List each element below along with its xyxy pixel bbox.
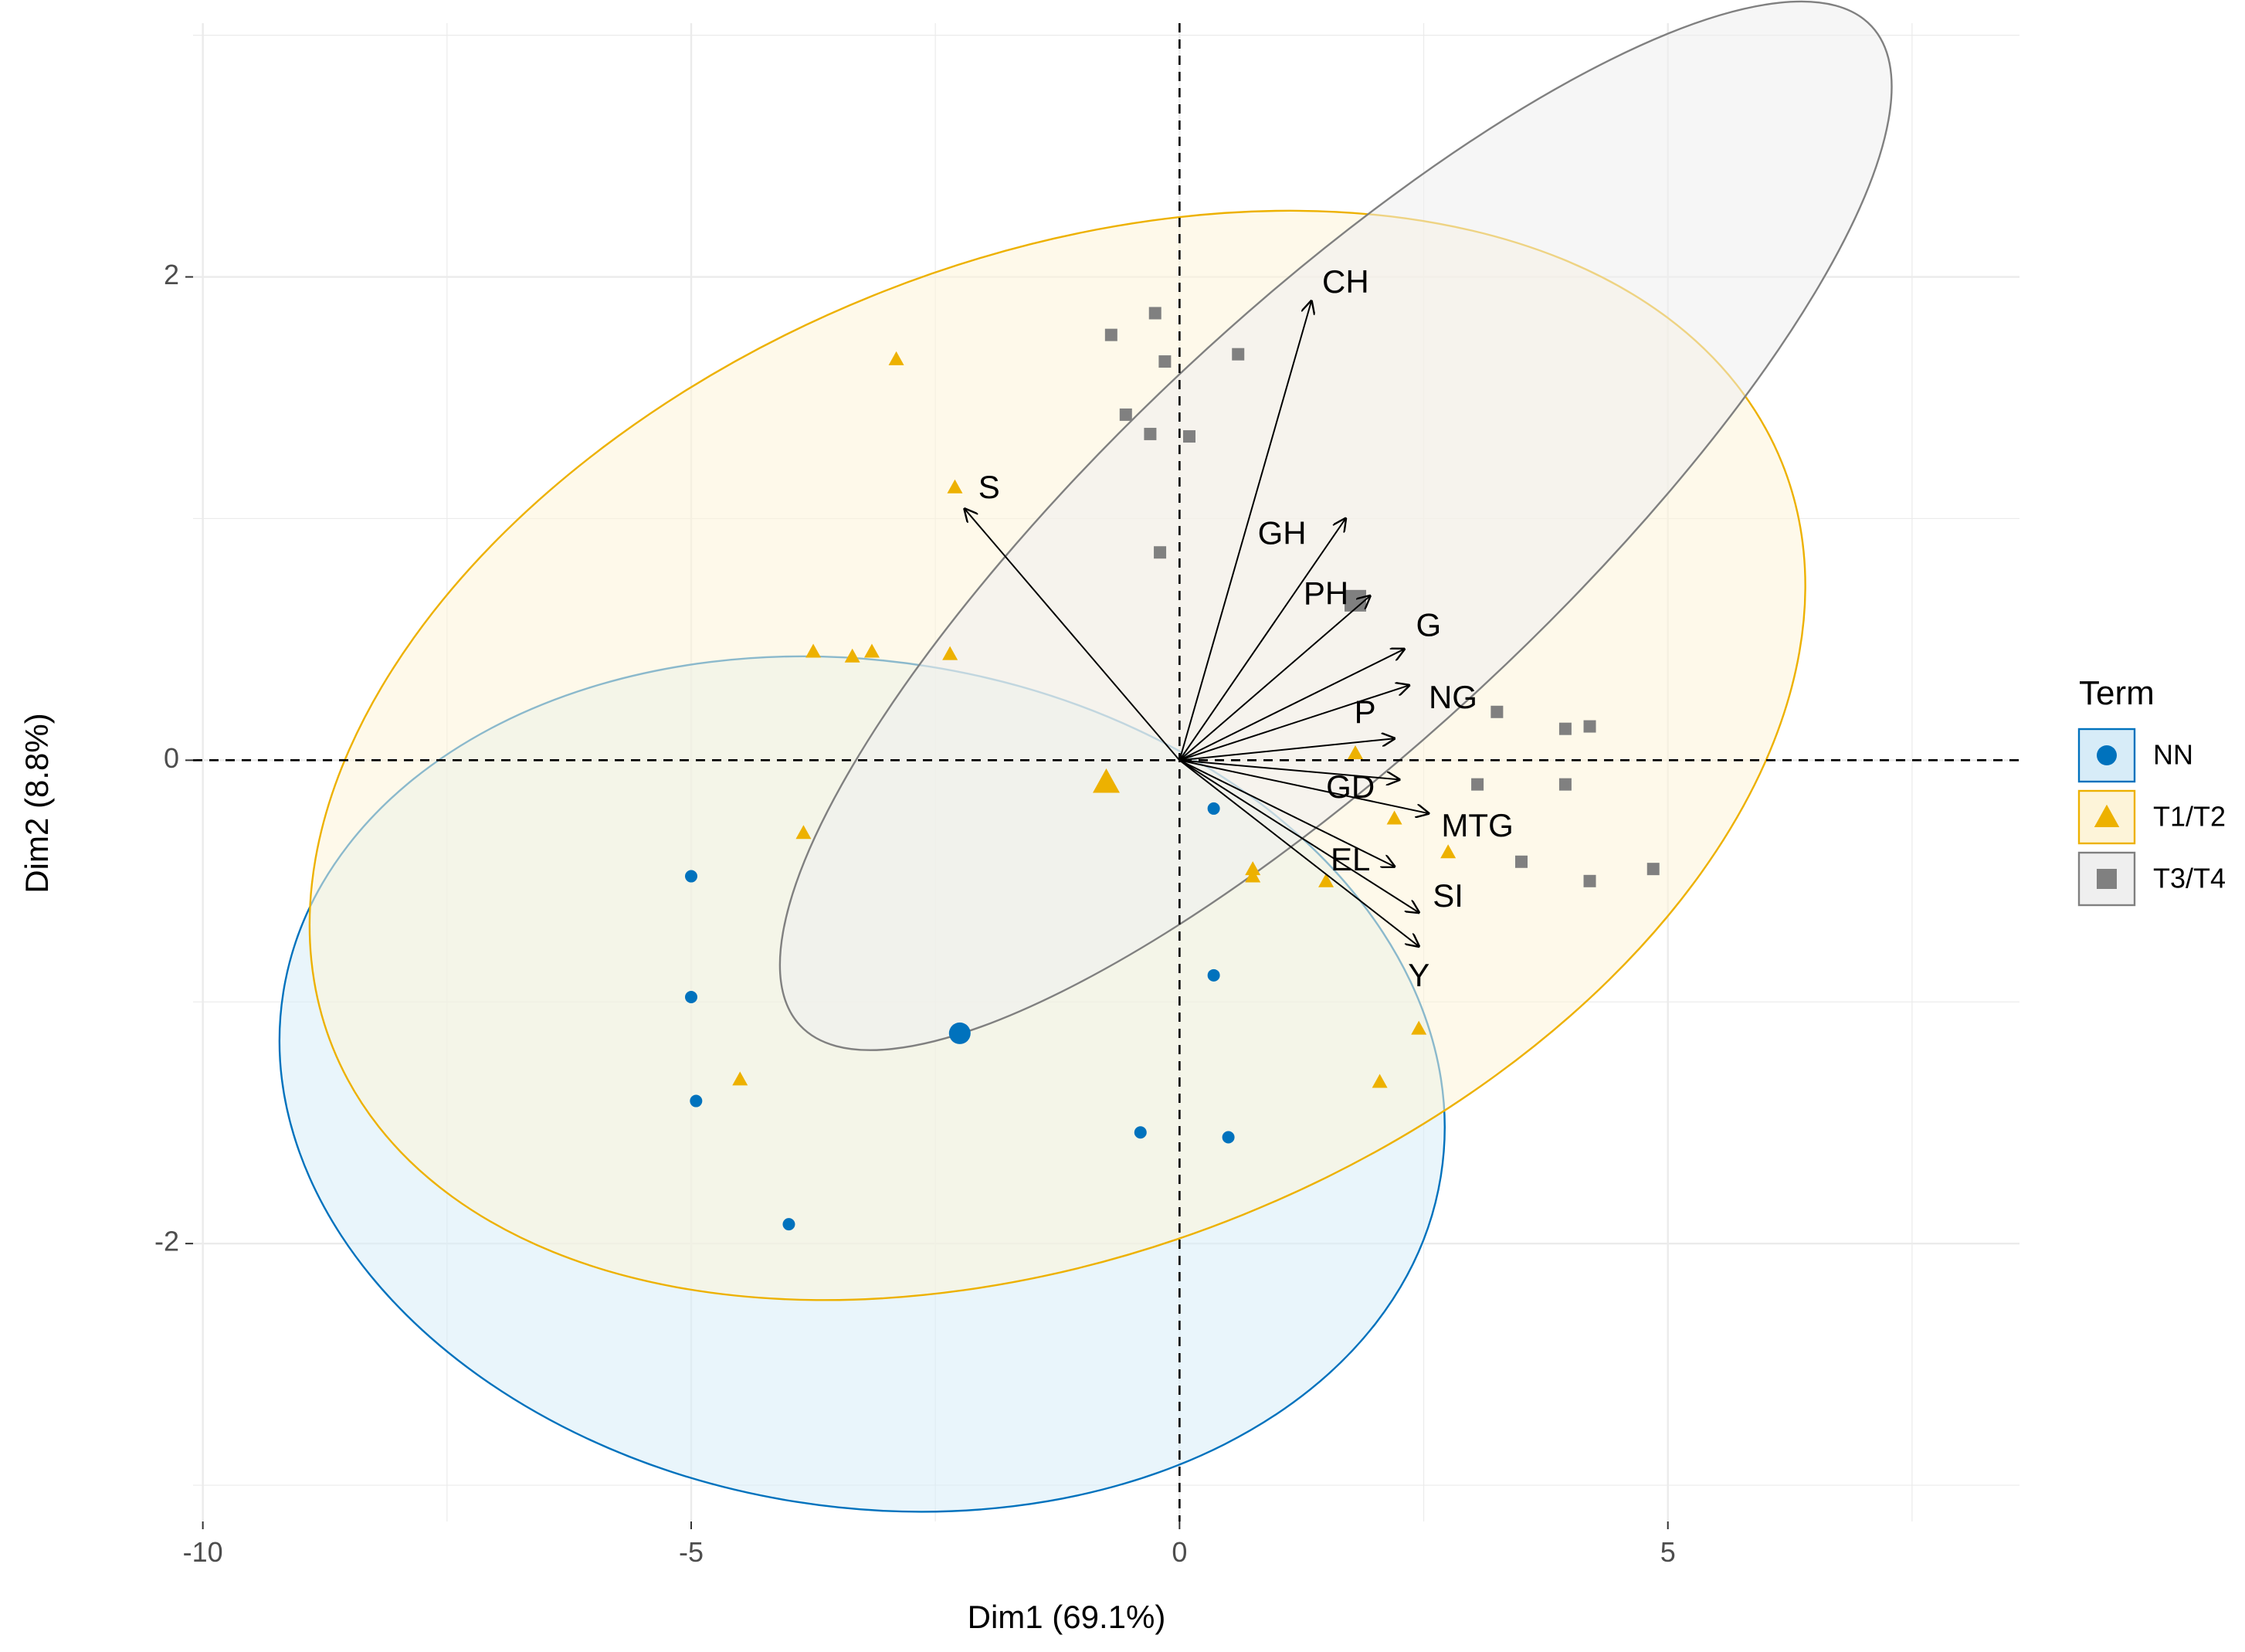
- point-t3-t4: [1144, 427, 1157, 440]
- arrow-label-si: SI: [1433, 877, 1463, 914]
- point-nn: [690, 1094, 703, 1108]
- arrow-ng: [1179, 685, 1409, 762]
- point-nn: [1207, 968, 1220, 982]
- point-t3-t4: [1583, 874, 1596, 887]
- arrow-gd: [1179, 759, 1399, 779]
- point-t1-t2: [1372, 1074, 1388, 1088]
- arrow-label-p: P: [1355, 694, 1376, 730]
- arrow-label-ph: PH: [1304, 575, 1348, 612]
- point-t1-t2: [1386, 810, 1402, 825]
- x-tick-label: 0: [1172, 1536, 1187, 1568]
- legend-label-nn: NN: [2153, 739, 2193, 771]
- arrow-p: [1179, 738, 1394, 762]
- x-tick-label: -10: [183, 1536, 223, 1568]
- arrow-si: [1178, 759, 1419, 912]
- x-tick-label: -5: [679, 1536, 704, 1568]
- point-t1-t2: [844, 648, 860, 663]
- individual-points: [685, 307, 1660, 1231]
- centroid-nn: [948, 1022, 971, 1044]
- point-t3-t4: [1119, 408, 1132, 421]
- y-tick-label: 0: [164, 742, 179, 774]
- arrow-label-ch: CH: [1322, 263, 1369, 300]
- arrow-label-y: Y: [1408, 957, 1429, 993]
- reference-lines: [193, 23, 2019, 1521]
- arrow-label-el: EL: [1331, 841, 1370, 877]
- point-t1-t2: [732, 1071, 748, 1086]
- y-axis-title: Dim2 (8.8%): [19, 713, 55, 893]
- point-t1-t2: [947, 479, 963, 494]
- arrow-s: [965, 509, 1181, 762]
- arrow-mtg: [1179, 759, 1429, 813]
- point-t1-t2: [1318, 873, 1334, 887]
- point-t1-t2: [805, 643, 822, 658]
- point-t1-t2: [942, 646, 958, 660]
- legend-title: Term: [2079, 674, 2155, 712]
- arrow-gh: [1178, 518, 1345, 761]
- point-t3-t4: [1471, 778, 1484, 791]
- point-t3-t4: [1154, 546, 1167, 559]
- arrow-ch: [1178, 301, 1311, 761]
- variable-arrows: CH GH PH G NG P GD MTG EL SI Y S: [965, 263, 1514, 993]
- arrow-label-g: G: [1416, 606, 1442, 643]
- point-t3-t4: [1490, 705, 1504, 718]
- arrow-label-mtg: MTG: [1441, 807, 1513, 843]
- y-tick-label: 2: [164, 259, 179, 290]
- point-t3-t4: [1158, 355, 1172, 368]
- point-t1-t2: [795, 825, 812, 840]
- arrow-el: [1178, 759, 1394, 867]
- axes: -10 -5 0 5 -2 0 2: [154, 259, 1676, 1568]
- legend-label-t1-t2: T1/T2: [2153, 801, 2226, 833]
- arrow-g: [1178, 649, 1404, 762]
- legend: Term NN T1/T2 T3/T4: [2077, 674, 2226, 907]
- point-t3-t4: [1515, 855, 1528, 868]
- point-nn: [1134, 1126, 1147, 1139]
- point-nn: [782, 1218, 795, 1231]
- legend-symbol-nn: [2097, 745, 2117, 765]
- point-t1-t2: [1245, 868, 1261, 883]
- point-t1-t2: [1245, 861, 1261, 876]
- point-t3-t4: [1558, 722, 1572, 735]
- legend-symbol-t1-t2: [2094, 804, 2120, 827]
- point-nn: [1222, 1131, 1235, 1144]
- centroid-t1-t2: [1093, 768, 1120, 793]
- point-t3-t4: [1583, 720, 1596, 733]
- point-nn: [685, 991, 697, 1003]
- point-t1-t2: [1411, 1020, 1427, 1035]
- point-t3-t4: [1558, 778, 1572, 791]
- point-t3-t4: [1232, 348, 1245, 361]
- point-t3-t4: [1646, 863, 1660, 876]
- arrow-label-s: S: [978, 469, 1000, 505]
- point-t3-t4: [1183, 430, 1195, 443]
- point-nn: [1207, 802, 1220, 815]
- point-t3-t4: [1104, 328, 1117, 341]
- point-t1-t2: [1348, 745, 1363, 759]
- arrow-label-ng: NG: [1429, 679, 1477, 715]
- arrow-label-gh: GH: [1258, 514, 1307, 551]
- point-nn: [685, 870, 697, 883]
- y-tick-label: -2: [154, 1226, 179, 1257]
- legend-symbol-t3-t4: [2097, 869, 2117, 889]
- arrow-ph: [1178, 596, 1370, 762]
- legend-label-t3-t4: T3/T4: [2153, 863, 2226, 894]
- point-t1-t2: [863, 643, 880, 658]
- point-t1-t2: [1440, 844, 1457, 859]
- x-tick-label: 5: [1660, 1536, 1676, 1568]
- point-t1-t2: [888, 351, 904, 365]
- arrow-y: [1178, 759, 1419, 946]
- arrow-label-gd: GD: [1326, 768, 1375, 805]
- point-t3-t4: [1148, 307, 1161, 320]
- x-axis-title: Dim1 (69.1%): [968, 1599, 1166, 1635]
- legend-key-t1-t2: [2077, 789, 2136, 845]
